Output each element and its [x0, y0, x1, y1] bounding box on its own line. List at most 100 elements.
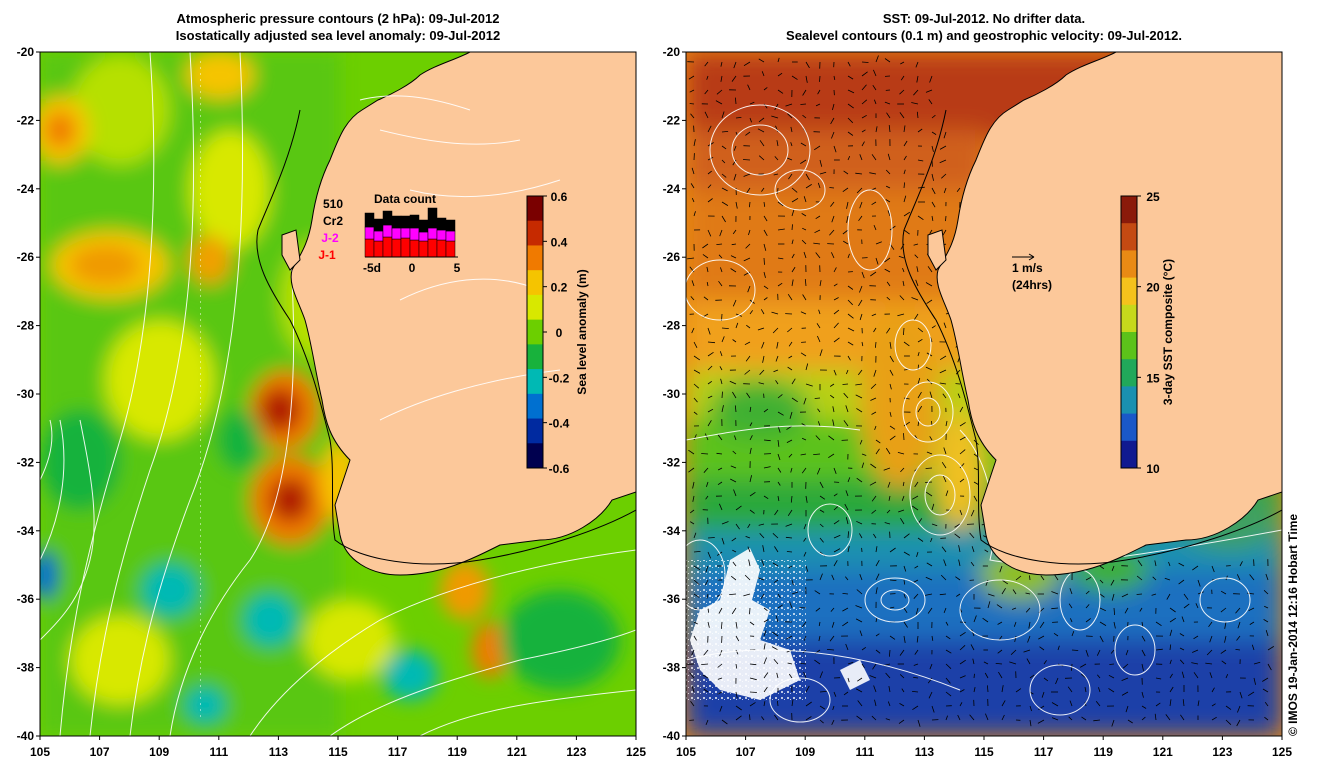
velocity-arrow — [689, 672, 695, 679]
velocity-arrow — [870, 463, 877, 469]
velocity-arrow — [897, 452, 905, 455]
velocity-arrow — [1111, 719, 1115, 727]
velocity-arrow — [833, 267, 837, 273]
data-count-bar — [373, 230, 384, 242]
velocity-arrow — [871, 154, 877, 161]
velocity-arrow — [717, 481, 723, 486]
data-count-bar — [382, 224, 393, 238]
velocity-arrow — [903, 182, 905, 189]
data-count-bar — [436, 239, 447, 258]
velocity-arrow — [707, 341, 716, 344]
velocity-arrow — [746, 324, 751, 329]
velocity-arrow — [1121, 691, 1129, 696]
velocity-arrow — [818, 635, 821, 642]
velocity-arrow — [1085, 590, 1090, 595]
velocity-arrow — [745, 243, 751, 249]
velocity-arrow — [847, 89, 855, 94]
colorbar-cell — [1121, 386, 1137, 415]
velocity-arrow — [1154, 713, 1157, 721]
velocity-arrow — [888, 495, 891, 501]
velocity-arrow — [749, 714, 751, 721]
velocity-arrow — [732, 339, 737, 343]
velocity-arrow — [814, 229, 821, 234]
velocity-arrow — [689, 521, 695, 525]
velocity-arrow — [763, 297, 768, 301]
velocity-arrow — [889, 369, 894, 376]
velocity-arrow — [785, 103, 793, 107]
data-count-inset: Data count 510 Cr2 J-2 J-1 -5d 0 5 — [318, 192, 460, 275]
velocity-arrow — [705, 565, 709, 573]
data-count-bar — [409, 214, 420, 229]
velocity-arrow — [1262, 688, 1269, 693]
data-count-bar — [409, 227, 420, 241]
velocity-arrow — [833, 283, 838, 287]
velocity-arrow — [943, 322, 947, 329]
velocity-arrow — [903, 421, 911, 427]
velocity-arrow — [847, 103, 854, 109]
velocity-arrow — [885, 718, 891, 721]
velocity-arrow — [777, 439, 780, 447]
velocity-arrow — [943, 447, 947, 455]
data-count-title: Data count — [374, 192, 436, 206]
velocity-arrow — [749, 607, 751, 615]
velocity-arrow — [1191, 662, 1199, 665]
velocity-arrow — [945, 715, 948, 721]
velocity-arrow — [914, 254, 919, 259]
velocity-arrow — [1029, 705, 1032, 712]
velocity-arrow — [1127, 719, 1133, 724]
colorbar-cell — [527, 270, 543, 296]
velocity-arrow — [735, 705, 742, 711]
sla-colorbar: 0.6 0.4 0.2 0 -0.2 -0.4 -0.6 Sea level anomaly… — [526, 190, 589, 476]
velocity-arrow — [828, 453, 835, 459]
lat-tick-label: -30 — [663, 387, 681, 401]
velocity-arrow — [749, 691, 757, 693]
velocity-arrow — [1111, 565, 1115, 572]
velocity-arrow — [1055, 677, 1059, 685]
velocity-arrow — [888, 686, 891, 693]
velocity-arrow — [693, 621, 698, 625]
velocity-arrow — [759, 533, 765, 539]
velocity-arrow — [945, 649, 952, 654]
left-title-line1: Atmospheric pressure contours (2 hPa): 0… — [176, 11, 500, 26]
data-count-bar — [391, 238, 402, 258]
velocity-arrow — [703, 296, 709, 301]
velocity-arrow — [732, 229, 737, 235]
velocity-arrow — [777, 604, 783, 609]
velocity-arrow — [693, 551, 701, 553]
velocity-arrow — [771, 311, 779, 315]
velocity-arrow — [819, 481, 824, 489]
velocity-arrow — [707, 327, 711, 335]
velocity-arrow — [871, 313, 877, 317]
velocity-arrow — [749, 621, 755, 626]
velocity-arrow — [813, 242, 821, 245]
velocity-arrow — [1221, 660, 1227, 665]
velocity-arrow — [871, 411, 877, 415]
velocity-arrow — [803, 251, 807, 259]
velocity-arrow — [1236, 574, 1241, 581]
velocity-arrow — [931, 201, 936, 208]
velocity-arrow — [1099, 635, 1104, 643]
velocity-arrow — [917, 215, 924, 221]
velocity-arrow — [903, 140, 908, 147]
velocity-arrow — [903, 125, 906, 133]
velocity-arrow — [1099, 621, 1107, 626]
velocity-arrow — [847, 327, 855, 332]
velocity-arrow — [791, 378, 796, 385]
data-count-bar — [364, 212, 375, 228]
velocity-arrow — [693, 434, 697, 441]
velocity-arrow — [959, 436, 967, 441]
velocity-arrow — [939, 369, 947, 374]
velocity-arrow — [743, 61, 751, 67]
velocity-arrow — [718, 607, 723, 614]
velocity-arrow — [889, 579, 897, 581]
left-lat-axis: -20 -22 -24 -26 -28 -30 -32 -34 -36 -38 -40 — [17, 45, 40, 743]
colorbar-cell — [1121, 250, 1137, 279]
data-count-bar — [391, 227, 402, 240]
sea-level-anomaly-map — [39, 51, 637, 737]
velocity-arrow — [757, 128, 765, 133]
velocity-arrow — [749, 702, 756, 707]
velocity-arrow — [842, 621, 849, 627]
velocity-arrow — [804, 279, 807, 287]
velocity-arrow — [717, 663, 723, 668]
velocity-arrow — [790, 495, 793, 503]
